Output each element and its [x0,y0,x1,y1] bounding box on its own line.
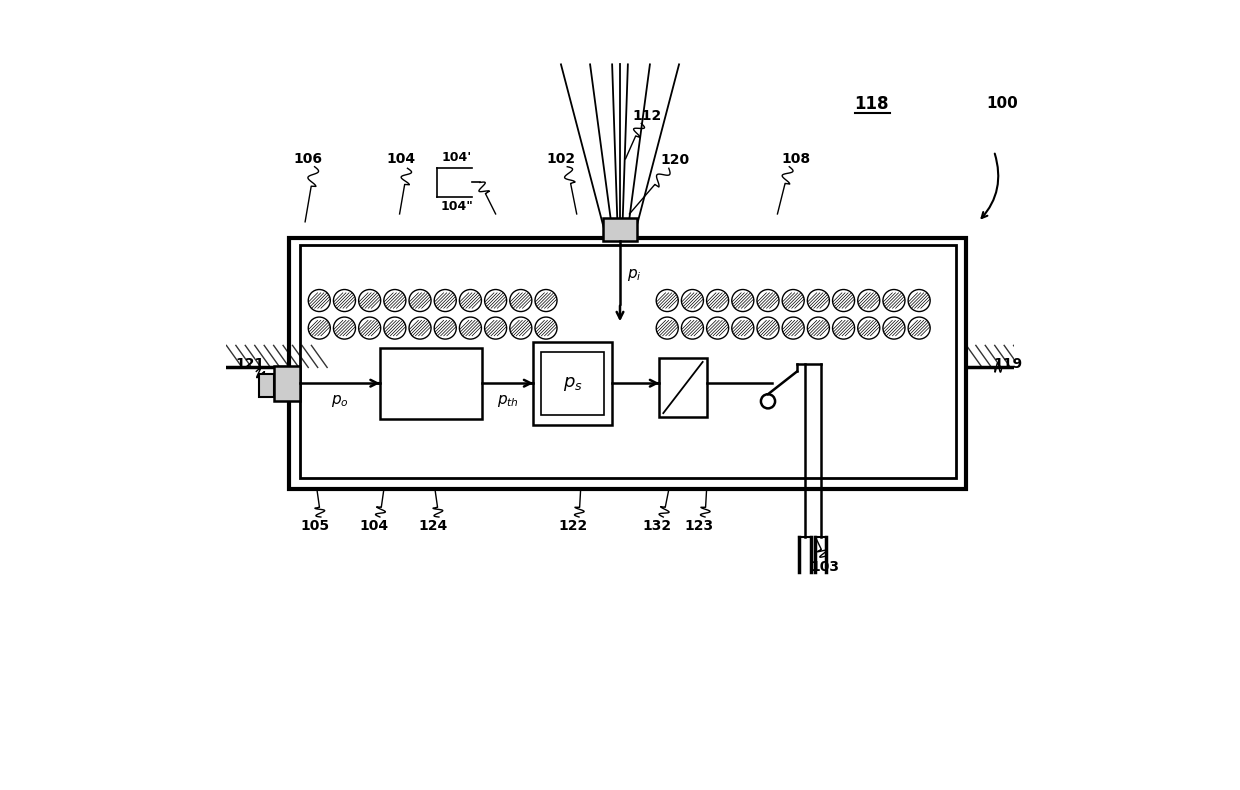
Text: 118: 118 [854,95,889,113]
Circle shape [682,289,703,311]
Text: $p_{th}$: $p_{th}$ [497,393,518,408]
Text: 108: 108 [781,152,810,166]
Bar [660,358,707,417]
Circle shape [656,289,678,311]
Circle shape [807,289,830,311]
Text: 100: 100 [986,96,1018,111]
Bar [259,374,274,397]
Circle shape [534,289,557,311]
Text: 123: 123 [684,520,713,533]
Text: $p_i$: $p_i$ [627,267,641,283]
Text: 104": 104" [440,201,474,213]
Circle shape [858,317,880,339]
Circle shape [510,289,532,311]
Text: 105: 105 [300,520,329,533]
Circle shape [832,289,854,311]
Circle shape [485,317,507,339]
Circle shape [358,289,381,311]
Circle shape [832,317,854,339]
Text: 122: 122 [558,520,588,533]
Circle shape [309,289,330,311]
Circle shape [334,317,356,339]
Circle shape [485,289,507,311]
Circle shape [409,289,432,311]
Circle shape [459,289,481,311]
Circle shape [707,289,729,311]
Circle shape [908,289,930,311]
Circle shape [756,289,779,311]
Text: 112: 112 [632,108,662,122]
Circle shape [358,317,381,339]
Bar [604,218,636,242]
Circle shape [761,394,775,408]
Text: 104: 104 [360,520,388,533]
Circle shape [883,317,905,339]
Text: $p_o$: $p_o$ [331,393,348,408]
Circle shape [732,289,754,311]
Text: 104: 104 [387,152,415,166]
Circle shape [807,317,830,339]
Circle shape [782,289,805,311]
Bar [274,366,300,401]
Text: 132: 132 [642,520,672,533]
Bar [542,352,604,416]
Circle shape [409,317,432,339]
Circle shape [707,317,729,339]
Circle shape [434,289,456,311]
Circle shape [908,317,930,339]
Text: 102: 102 [547,152,575,166]
Circle shape [656,317,678,339]
Circle shape [334,289,356,311]
Circle shape [434,317,456,339]
Circle shape [459,317,481,339]
Text: 106: 106 [294,152,322,166]
Circle shape [384,289,405,311]
Bar [533,342,613,425]
Circle shape [384,317,405,339]
Circle shape [858,289,880,311]
Circle shape [756,317,779,339]
Circle shape [682,317,703,339]
Circle shape [534,317,557,339]
Text: 103: 103 [810,559,839,574]
Text: 124: 124 [418,520,448,533]
Circle shape [309,317,330,339]
Circle shape [732,317,754,339]
Text: $p_s$: $p_s$ [563,374,583,393]
Circle shape [510,317,532,339]
Circle shape [782,317,805,339]
Bar [289,238,966,490]
Bar [379,348,482,419]
Text: 121: 121 [236,356,264,371]
Text: 119: 119 [993,356,1023,371]
Circle shape [883,289,905,311]
Bar [300,246,956,478]
Text: 120: 120 [661,153,689,167]
Text: 104': 104' [441,151,472,164]
